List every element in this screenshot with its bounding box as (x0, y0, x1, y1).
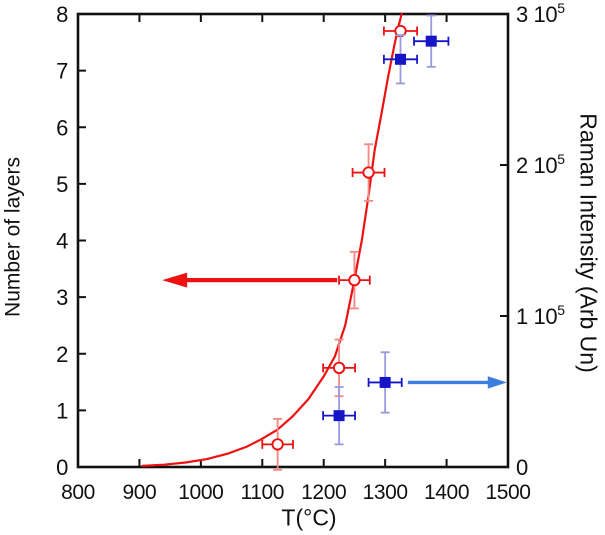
x-tick-label: 1000 (178, 481, 223, 504)
y-left-tick-label: 8 (56, 2, 68, 27)
x-tick-label: 1500 (485, 481, 530, 504)
data-point-circle (332, 361, 346, 375)
y-left-tick-label: 6 (56, 115, 68, 140)
y-left-tick-label: 1 (56, 398, 68, 423)
y-left-tick-label: 2 (56, 342, 68, 367)
left-arrow-head (162, 272, 188, 288)
fit-curve (141, 12, 403, 467)
data-point-square (333, 410, 345, 422)
right-axis-title: Raman Intensity (Arb Un) (575, 113, 602, 373)
data-point-circle (348, 273, 361, 287)
y-right-tick-label: 2 105 (516, 151, 565, 178)
data-point-square (395, 53, 406, 65)
y-left-tick-label: 4 (56, 229, 68, 254)
x-tick-label: 800 (61, 481, 95, 504)
y-left-tick-label: 3 (56, 285, 68, 310)
y-left-tick-label: 7 (56, 59, 68, 84)
x-tick-label: 1100 (241, 481, 285, 504)
y-left-tick-label: 0 (56, 455, 68, 480)
data-point-circle (362, 166, 375, 179)
x-tick-label: 1300 (363, 481, 408, 504)
y-right-tick-label: 0 (516, 455, 528, 480)
x-tick-label: 900 (123, 481, 157, 504)
y-left-tick-label: 5 (56, 172, 68, 197)
x-tick-label: 1200 (301, 481, 346, 504)
x-tick-label: 1400 (424, 481, 469, 504)
y-right-tick-label: 3 105 (516, 0, 565, 27)
data-point-square (379, 376, 391, 388)
plot-box (76, 12, 510, 469)
data-point-square (425, 35, 437, 47)
left-axis-title: Number of layers (1, 157, 25, 317)
right-arrow-head (487, 376, 507, 389)
data-point-circle (271, 438, 284, 451)
y-right-tick-label: 1 105 (516, 302, 565, 329)
x-axis-title: T(°C) (281, 504, 337, 531)
